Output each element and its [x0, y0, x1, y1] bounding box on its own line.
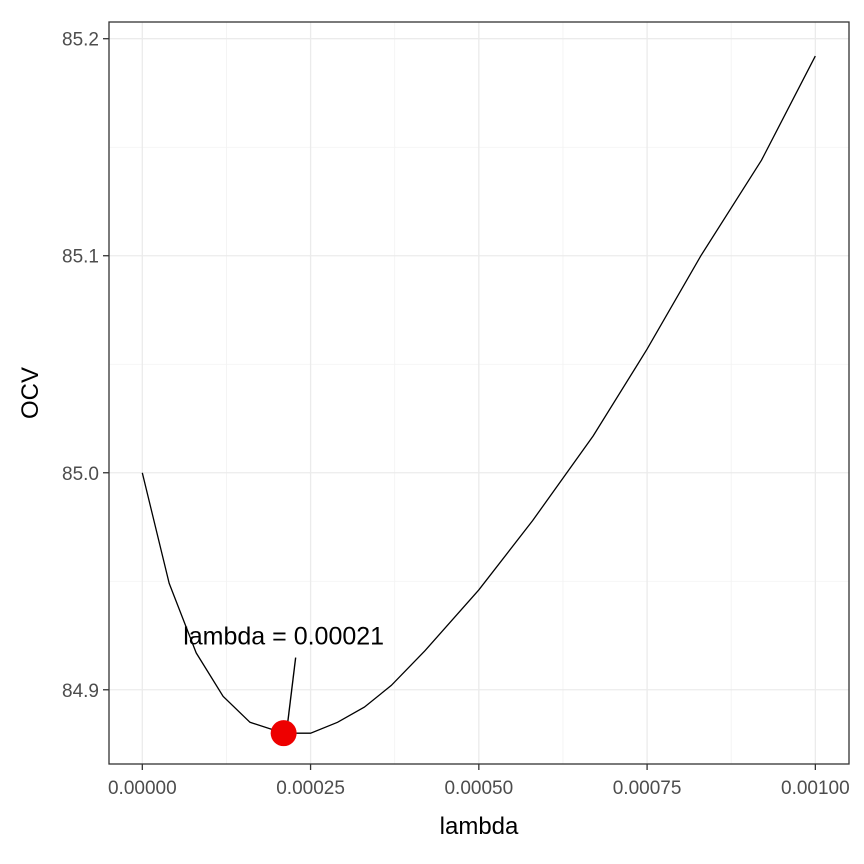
annotation-label: lambda = 0.00021 — [183, 623, 384, 651]
minimum-point — [270, 720, 297, 747]
x-axis-ticks: 0.00000 0.00025 0.00050 0.00075 0.00100 — [108, 764, 850, 799]
x-tick-label: 0.00000 — [108, 778, 177, 799]
y-axis-ticks: 84.9 85.0 85.1 85.2 — [62, 30, 109, 702]
annotation-leader-line — [285, 657, 297, 732]
x-tick-label: 0.00075 — [613, 778, 682, 799]
y-tick-label: 85.2 — [62, 30, 99, 51]
y-tick-label: 84.9 — [62, 681, 99, 702]
y-tick-label: 85.0 — [62, 464, 99, 485]
major-gridlines — [109, 22, 849, 764]
x-tick-label: 0.00025 — [276, 778, 345, 799]
y-tick-label: 85.1 — [62, 247, 99, 268]
y-axis-title: OCV — [17, 367, 44, 419]
x-tick-label: 0.00050 — [444, 778, 513, 799]
x-axis-title: lambda — [440, 813, 519, 840]
ocv-line — [141, 55, 816, 734]
x-tick-label: 0.00100 — [781, 778, 850, 799]
